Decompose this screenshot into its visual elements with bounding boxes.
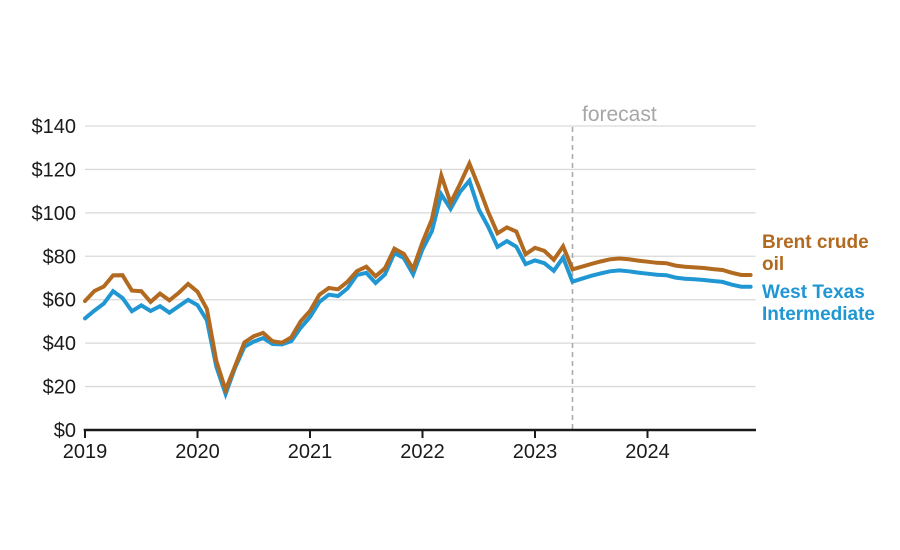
legend-west-texas-intermediate: West Texas Intermediate [762, 282, 875, 326]
y-tick-label-0: $0 [54, 420, 76, 442]
x-tick-label-2024: 2024 [625, 441, 670, 463]
legend-brent-line2: oil [762, 254, 785, 275]
x-tick-label-2022: 2022 [400, 441, 445, 463]
y-tick-label-40: $40 [43, 333, 76, 355]
y-tick-label-20: $20 [43, 377, 76, 399]
legend-brent-crude-oil: Brent crude oil [762, 232, 869, 276]
forecast-annotation: forecast [582, 103, 657, 126]
legend-brent-line1: Brent crude [762, 232, 869, 253]
y-tick-label-60: $60 [43, 290, 76, 312]
y-tick-label-100: $100 [32, 203, 77, 225]
x-tick-label-2020: 2020 [175, 441, 220, 463]
brent-crude-oil-line [83, 158, 753, 396]
x-tick-label-2023: 2023 [513, 441, 558, 463]
legend-wti-line2: Intermediate [762, 304, 875, 325]
x-tick-label-2021: 2021 [288, 441, 333, 463]
legend-wti-line1: West Texas [762, 282, 865, 303]
y-tick-label-120: $120 [32, 159, 77, 181]
west-texas-intermediate-line [83, 176, 753, 401]
y-tick-label-80: $80 [43, 246, 76, 268]
x-tick-label-2019: 2019 [63, 441, 108, 463]
y-tick-label-140: $140 [32, 116, 77, 138]
